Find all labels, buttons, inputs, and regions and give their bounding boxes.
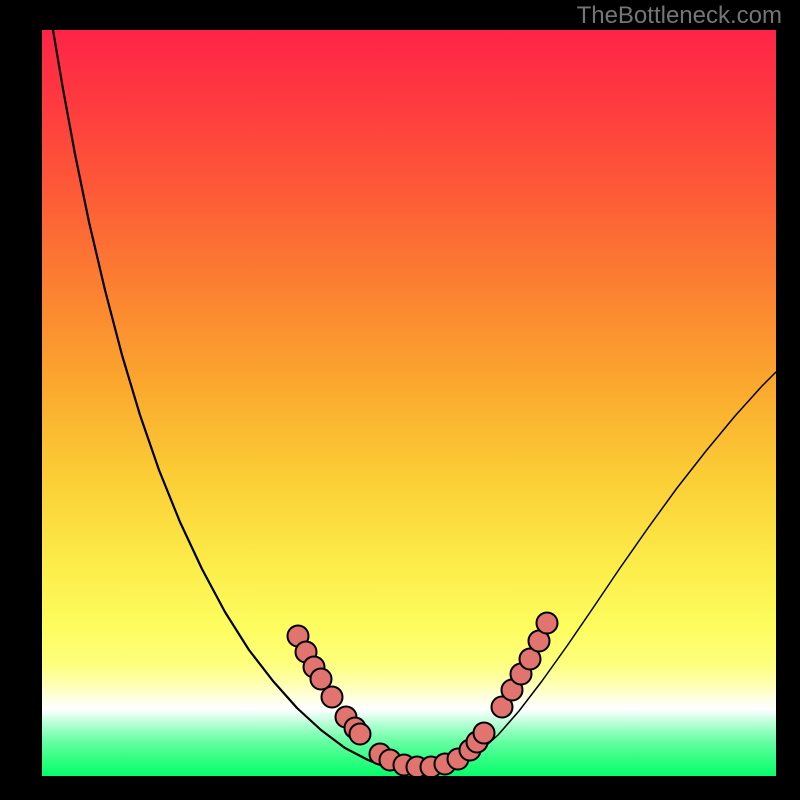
gradient-background [42, 30, 776, 776]
chart-stage: TheBottleneck.com [0, 0, 800, 800]
watermark-text: TheBottleneck.com [577, 2, 782, 30]
plot-area [42, 30, 776, 776]
marker-point [322, 687, 343, 708]
marker-point [350, 724, 371, 745]
chart-svg [42, 30, 776, 776]
marker-point [474, 723, 495, 744]
marker-point [537, 613, 558, 634]
